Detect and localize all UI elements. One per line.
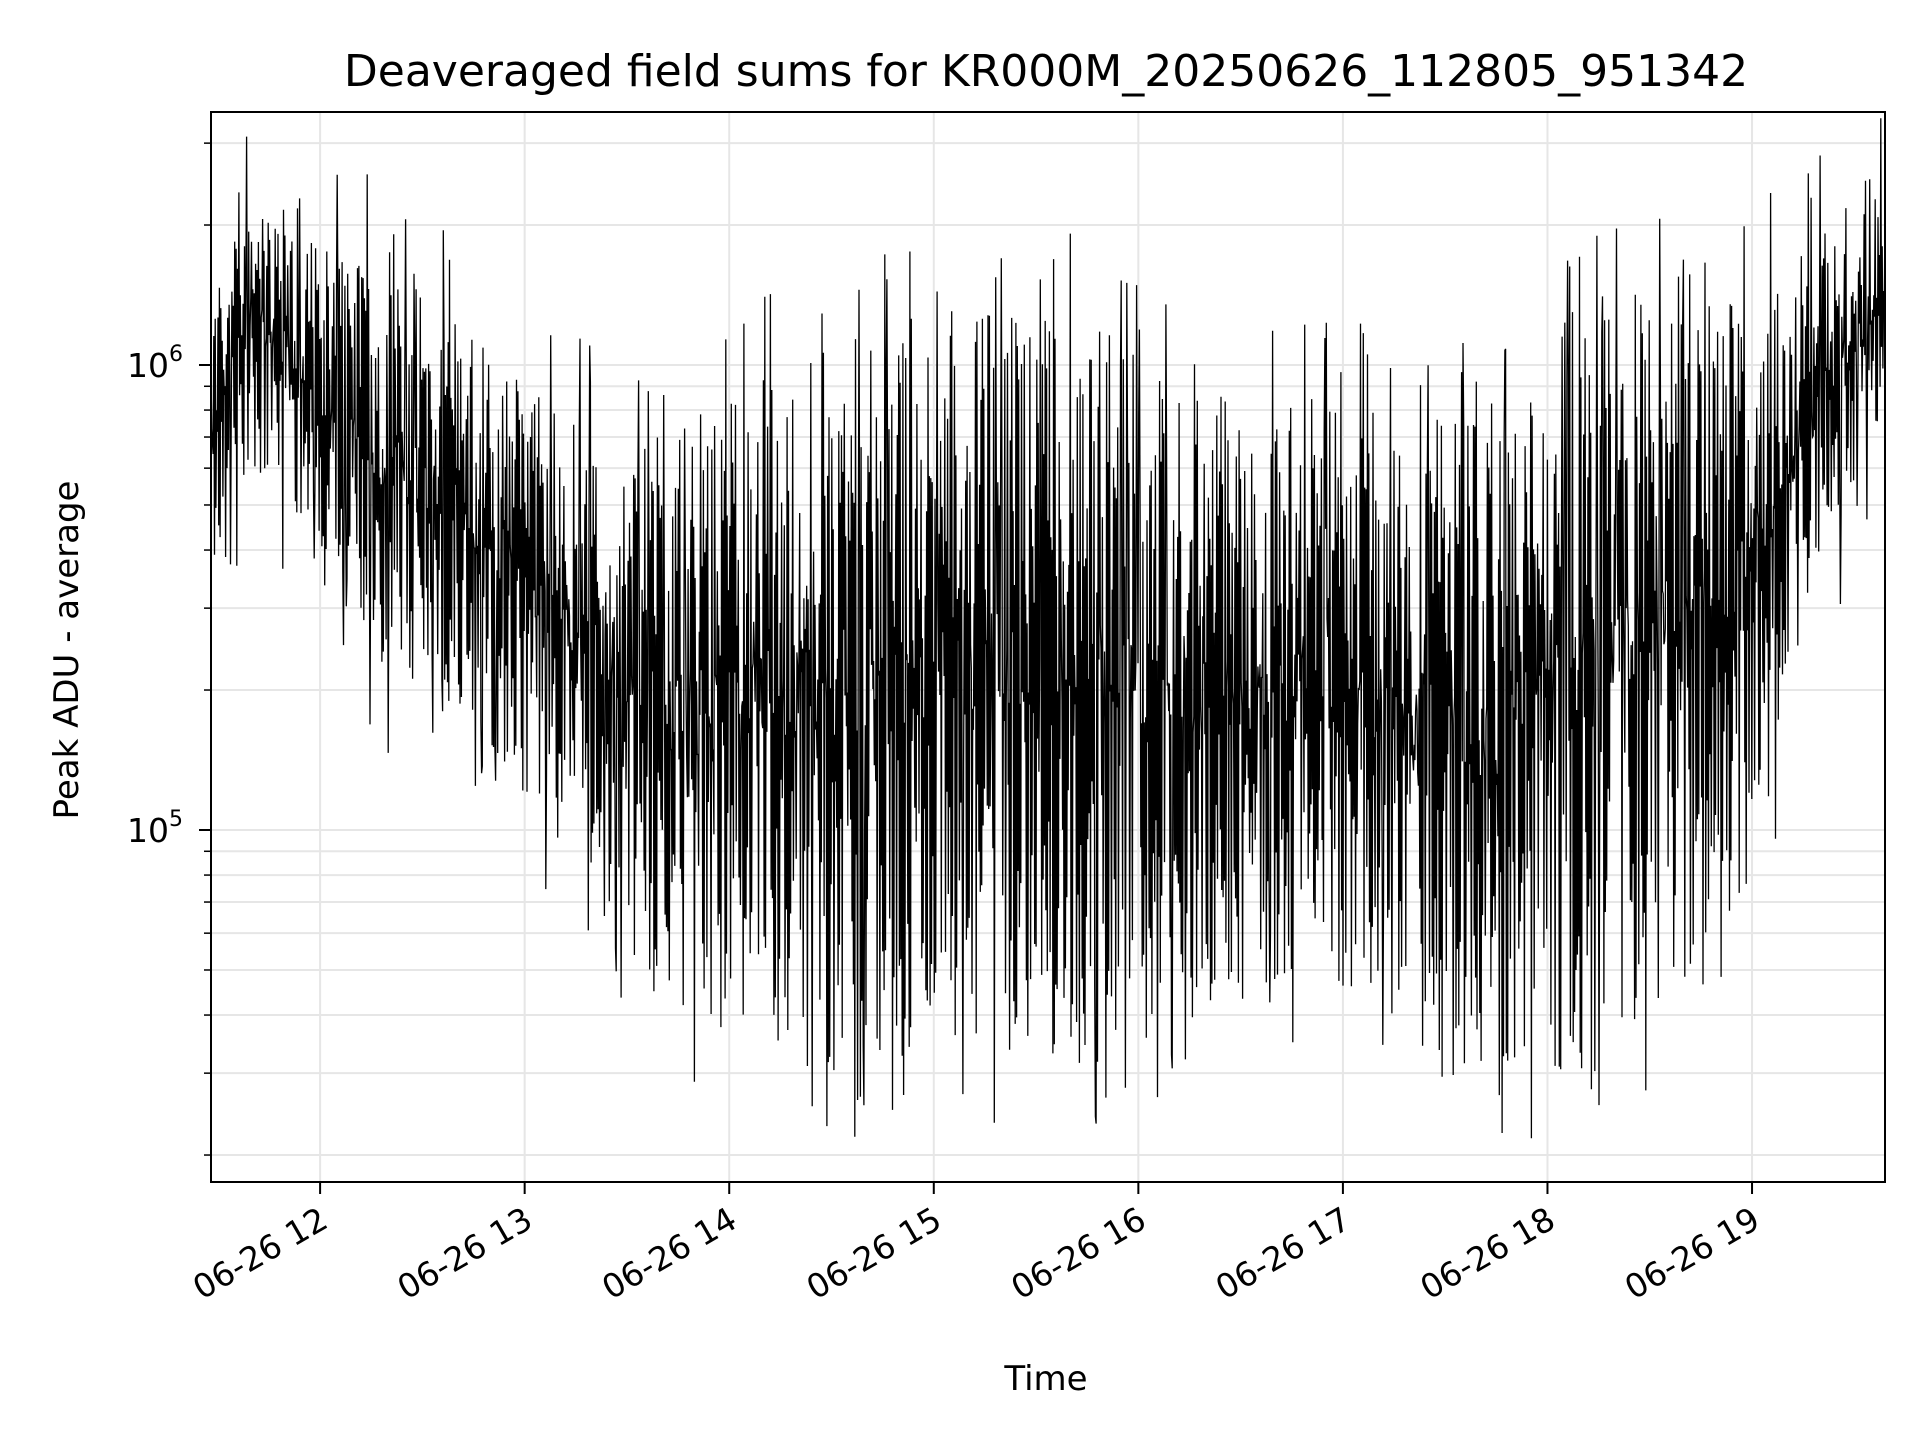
series-path [210, 118, 1886, 1139]
y-axis-label: Peak ADU - average [47, 481, 87, 820]
series-line [210, 118, 1886, 1139]
y-tick-label: 106 [127, 342, 183, 385]
x-axis-label: Time [1003, 1359, 1087, 1399]
y-tick-label: 105 [127, 807, 183, 850]
y-axis: 105 106 [127, 142, 211, 1156]
plot-frame [210, 111, 1886, 1183]
chart-title: Deaveraged field sums for KR000M_2025062… [344, 46, 1748, 97]
